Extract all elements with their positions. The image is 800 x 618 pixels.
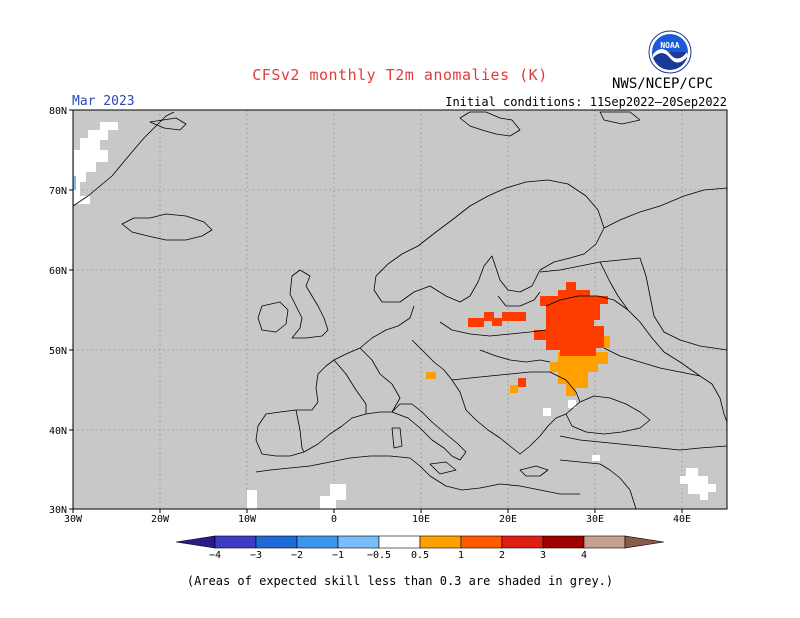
lat-label: 70N [49,186,67,197]
lat-label: 30N [49,505,67,516]
lon-label: 40E [673,514,691,525]
legend-label: −4 [209,550,221,561]
legend-swatch [542,535,585,549]
lon-label: 20W [151,514,170,525]
chart-title: CFSv2 monthly T2m anomalies (K) [252,66,548,84]
lat-label: 80N [49,106,67,117]
initial-conditions-label: Initial conditions: 11Sep2022–20Sep2022 [445,95,727,109]
lon-label: 30E [586,514,604,525]
legend-label: −0.5 [367,550,391,561]
noaa-logo-icon: NOAA [648,30,692,74]
target-month-label: Mar 2023 [72,94,135,109]
legend-labels: −4 −3 −2 −1 −0.5 0.5 1 2 3 4 [209,550,587,561]
legend-swatch [419,535,462,549]
lon-label: 20E [499,514,517,525]
skill-footnote: (Areas of expected skill less than 0.3 a… [186,574,614,588]
legend-label: 3 [540,550,546,561]
legend-label: 1 [458,550,464,561]
map-layers [73,110,727,509]
legend-swatch [175,535,216,549]
coastlines [73,111,727,509]
legend-swatch [501,535,544,549]
lon-label: 10E [412,514,430,525]
lon-labels: 30W 20W 10W 0 10E 20E 30E 40E [64,514,691,525]
lon-label: 30W [64,514,83,525]
lat-label: 60N [49,266,67,277]
axis-ticks [69,109,683,513]
legend-swatch [337,535,380,549]
legend-swatch [255,535,298,549]
neutral-patches [74,122,716,509]
legend-swatch [378,535,421,549]
legend-swatch [296,535,339,549]
legend-label: 4 [581,550,587,561]
lat-label: 40N [49,426,67,437]
legend-swatch [460,535,503,549]
legend-label: −2 [291,550,303,561]
cold-anomaly-patch [73,176,76,190]
legend-label: 0.5 [411,550,429,561]
anomaly-warm [468,282,608,387]
agency-label: NWS/NCEP/CPC [612,76,714,92]
anomaly-weak-warm [426,336,610,396]
lat-label: 50N [49,346,67,357]
legend-label: −1 [332,550,344,561]
legend-label: −3 [250,550,262,561]
legend-swatch [214,535,257,549]
legend-swatch [624,535,665,549]
color-legend [175,535,665,549]
lon-label: 10W [238,514,257,525]
legend-label: 2 [499,550,505,561]
logo-text: NOAA [660,41,679,50]
lon-label: 0 [331,514,337,525]
map-frame [72,109,728,510]
lat-labels: 30N 40N 50N 60N 70N 80N [49,106,67,516]
legend-swatch [583,535,626,549]
map-background [73,110,727,509]
